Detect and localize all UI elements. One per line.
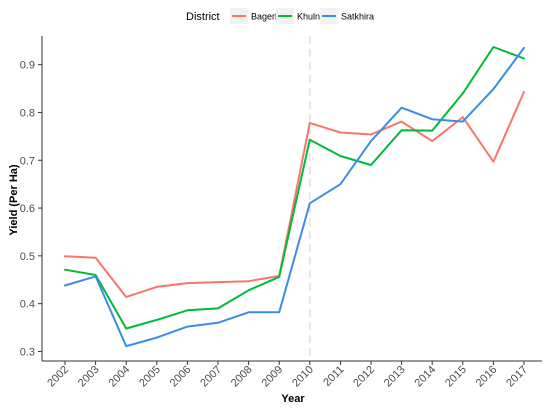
x-tick-label: 2017 bbox=[504, 364, 530, 390]
x-tick-label: 2016 bbox=[474, 364, 500, 390]
y-tick-label: 0.6 bbox=[20, 203, 35, 215]
y-tick-label: 0.8 bbox=[20, 107, 35, 119]
x-tick-label: 2006 bbox=[168, 364, 194, 390]
x-tick-label: 2013 bbox=[382, 364, 408, 390]
x-tick-label: 2011 bbox=[321, 364, 346, 389]
legend-label-khulna: Khulna bbox=[297, 12, 325, 22]
y-tick-label: 0.5 bbox=[20, 251, 35, 263]
legend-label-satkhira: Satkhira bbox=[341, 12, 374, 22]
x-tick-label: 2003 bbox=[76, 364, 102, 390]
x-tick-label: 2010 bbox=[290, 364, 316, 390]
y-tick-label: 0.7 bbox=[20, 155, 35, 167]
x-tick-label: 2012 bbox=[351, 364, 377, 390]
series-line-satkhira bbox=[64, 46, 525, 348]
x-tick-label: 2009 bbox=[260, 364, 286, 390]
legend: District Bagerhat Khulna Satkhira bbox=[186, 8, 374, 24]
legend-label-bagerhat: Bagerhat bbox=[251, 12, 288, 22]
x-tick-label: 2004 bbox=[107, 364, 133, 390]
y-tick-label: 0.9 bbox=[20, 60, 35, 72]
x-tick-label: 2015 bbox=[443, 364, 469, 390]
y-tick-label: 0.4 bbox=[20, 299, 35, 311]
x-axis-title: Year bbox=[281, 393, 305, 405]
series-line-khulna bbox=[64, 46, 525, 330]
x-tick-label: 2008 bbox=[229, 364, 255, 390]
x-tick-label: 2005 bbox=[137, 364, 163, 390]
y-tick-label: 0.3 bbox=[20, 346, 35, 358]
x-tick-label: 2014 bbox=[413, 364, 439, 390]
series-line-bagerhat bbox=[64, 90, 525, 298]
x-tick-label: 2002 bbox=[45, 364, 71, 390]
legend-title: District bbox=[186, 11, 220, 23]
x-tick-label: 2007 bbox=[198, 364, 224, 390]
y-axis-title: Yield (Per Ha) bbox=[8, 164, 20, 235]
